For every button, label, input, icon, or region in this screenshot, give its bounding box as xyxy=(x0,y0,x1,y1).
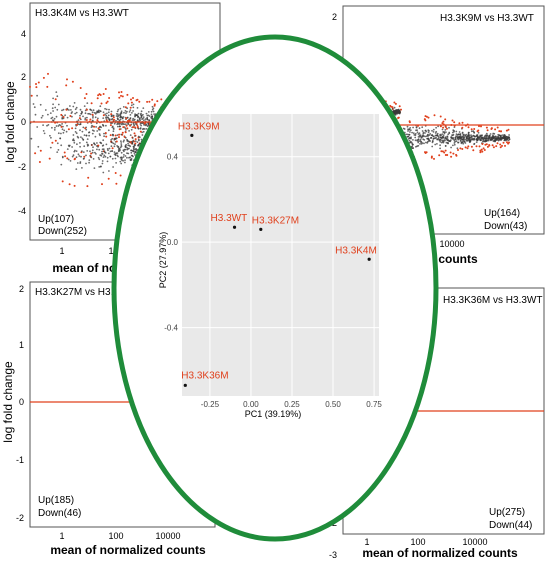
pca-point xyxy=(367,257,371,261)
y-tick-label: -2 xyxy=(18,162,26,172)
up-count: Up(107) xyxy=(38,214,74,225)
pca-x-tick-label: -0.25 xyxy=(201,400,220,409)
pca-ticks: -0.25 0.00 0.25 0.50 0.75 0.4 0.0 -0.4 xyxy=(164,153,382,409)
y-tick-label: 2 xyxy=(21,72,26,82)
pca-plot-area xyxy=(182,114,379,396)
y-tick-label: 2 xyxy=(332,12,337,22)
y-tick-label: 4 xyxy=(21,29,26,39)
pca-point xyxy=(183,383,187,387)
y-tick-label: 1 xyxy=(19,340,24,350)
pca-point xyxy=(232,225,237,229)
pca-point-label: H3.3K27M xyxy=(252,215,299,226)
pca-y-axis-label: PC2 (27.97%) xyxy=(158,232,168,289)
panel-title: H3.3K9M vs H3.3WT xyxy=(440,13,534,24)
down-count: Down(44) xyxy=(489,520,532,531)
y-tick-label: 2 xyxy=(19,284,24,294)
y-axis-label: log fold change xyxy=(1,361,15,443)
pca-x-tick-label: 0.75 xyxy=(366,400,382,409)
pca-point-label: H3.3WT xyxy=(211,213,248,224)
x-tick-label: 10000 xyxy=(439,239,464,249)
x-tick-label: 1 xyxy=(59,246,64,256)
pca-y-tick-label: 0.0 xyxy=(167,238,179,247)
pca-point-label: H3.3K9M xyxy=(178,121,220,132)
y-tick-label: 0 xyxy=(19,397,24,407)
x-tick-label: 1 xyxy=(364,537,369,547)
pca-point xyxy=(190,133,194,137)
panel-title: H3.3K27M vs H3.3WT xyxy=(35,287,134,298)
pca-gridlines xyxy=(182,114,379,396)
panel-title: H3.3K36M vs H3.3WT xyxy=(443,295,542,306)
x-tick-label: 100 xyxy=(108,531,123,541)
pca-y-tick-label: -0.4 xyxy=(164,324,178,333)
x-axis-label: mean of normalized counts xyxy=(50,543,206,557)
down-count: Down(46) xyxy=(38,508,81,519)
up-count: Up(164) xyxy=(484,208,520,219)
pca-x-axis-label: PC1 (39.19%) xyxy=(245,409,302,419)
pca-point-label: H3.3K4M xyxy=(335,245,377,256)
y-axis-label: log fold change xyxy=(3,81,17,163)
pca-point-label: H3.3K36M xyxy=(181,370,228,381)
pca-x-tick-label: 0.50 xyxy=(325,400,341,409)
x-tick-label: 10000 xyxy=(155,531,180,541)
pca-panel: -0.25 0.00 0.25 0.50 0.750.40.0-0.4 H3.3K9MH… xyxy=(111,34,439,542)
panel-title: H3.3K4M vs H3.3WT xyxy=(35,8,129,19)
y-tick-label: -2 xyxy=(16,513,24,523)
y-tick-label: -4 xyxy=(18,206,26,216)
pca-x-tick-label: 0.00 xyxy=(243,400,259,409)
down-count: Down(43) xyxy=(484,221,527,232)
x-tick-label: 100 xyxy=(410,537,425,547)
x-tick-label: 1 xyxy=(59,531,64,541)
up-count: Up(275) xyxy=(489,507,525,518)
x-tick-label: 10000 xyxy=(462,537,487,547)
x-axis-label: mean of normalized counts xyxy=(362,546,518,560)
down-count: Down(252) xyxy=(38,226,87,237)
pca-x-tick-label: 0.25 xyxy=(284,400,300,409)
y-tick-label: 0 xyxy=(21,117,26,127)
pca-points: H3.3K9M H3.3WT H3.3K27M H3.3K4M H3.3K36M xyxy=(178,121,377,387)
y-tick-label: -3 xyxy=(329,550,337,560)
up-count: Up(185) xyxy=(38,495,74,506)
pca-y-tick-label: 0.4 xyxy=(167,153,179,162)
y-tick-label: -1 xyxy=(16,455,24,465)
pca-point xyxy=(259,227,263,231)
